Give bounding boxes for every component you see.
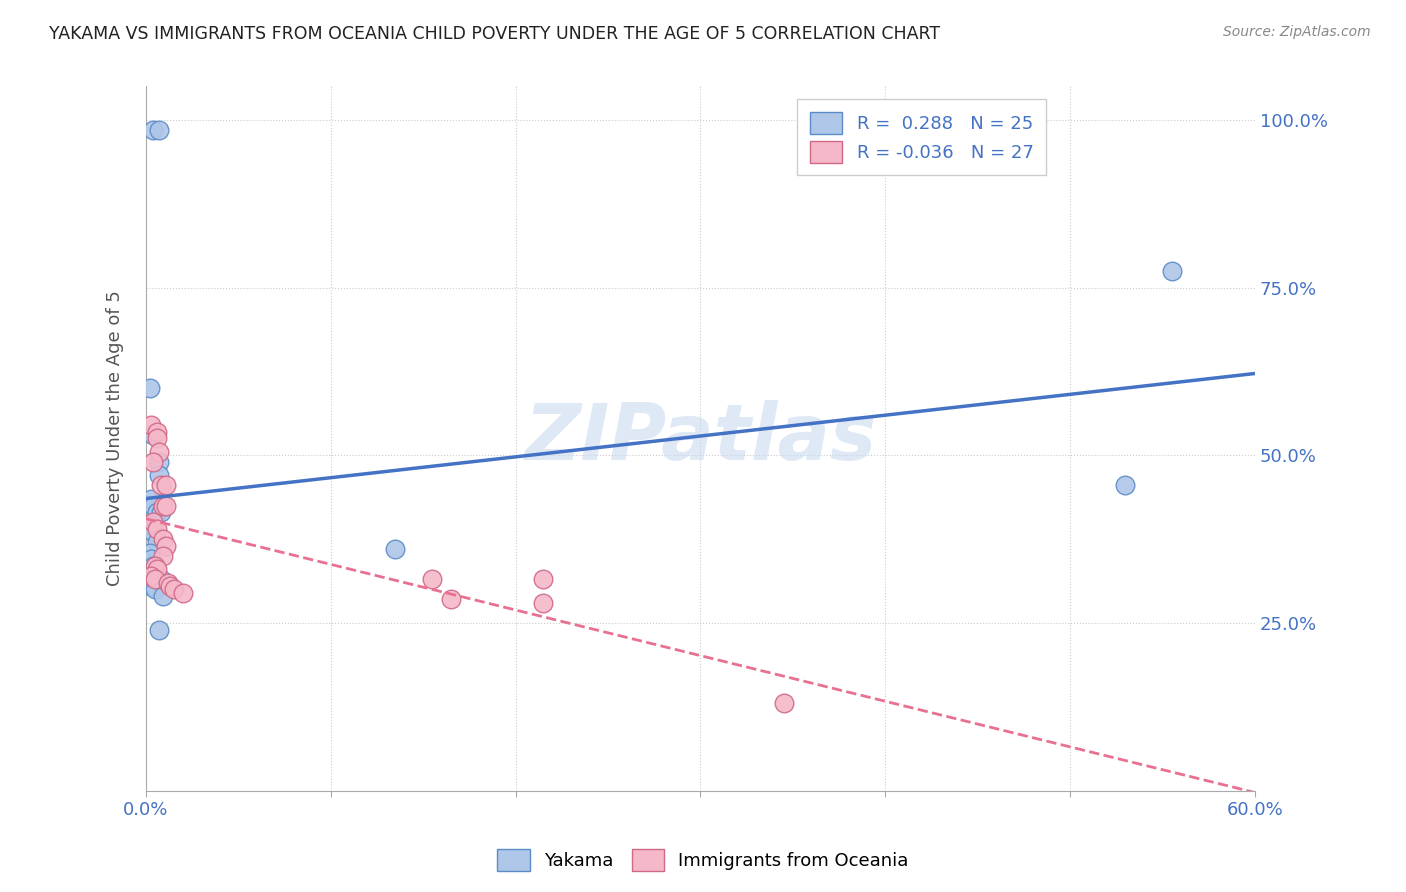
Point xyxy=(142,525,165,540)
Point xyxy=(142,123,165,137)
Text: YAKAMA VS IMMIGRANTS FROM OCEANIA CHILD POVERTY UNDER THE AGE OF 5 CORRELATION C: YAKAMA VS IMMIGRANTS FROM OCEANIA CHILD … xyxy=(49,25,941,43)
Point xyxy=(440,592,463,607)
Point xyxy=(152,549,174,563)
Point xyxy=(146,432,169,446)
Point xyxy=(148,623,170,637)
Text: Source: ZipAtlas.com: Source: ZipAtlas.com xyxy=(1223,25,1371,39)
Point xyxy=(152,499,174,513)
Point xyxy=(149,505,172,519)
Point xyxy=(141,569,163,583)
Point xyxy=(155,499,177,513)
Point xyxy=(142,455,165,469)
Point xyxy=(172,586,194,600)
Legend: Yakama, Immigrants from Oceania: Yakama, Immigrants from Oceania xyxy=(489,842,917,879)
Point xyxy=(772,697,794,711)
Point xyxy=(146,535,169,549)
Point xyxy=(138,381,160,395)
Point xyxy=(384,542,406,557)
Point xyxy=(143,558,166,573)
Point xyxy=(159,579,181,593)
Point xyxy=(148,445,170,459)
Y-axis label: Child Poverty Under the Age of 5: Child Poverty Under the Age of 5 xyxy=(107,291,124,586)
Point xyxy=(152,589,174,603)
Point xyxy=(152,532,174,546)
Point xyxy=(155,539,177,553)
Point xyxy=(141,491,163,506)
Point xyxy=(149,572,172,586)
Point xyxy=(141,579,163,593)
Point xyxy=(146,505,169,519)
Point xyxy=(163,582,186,597)
Point xyxy=(155,478,177,492)
Point xyxy=(142,428,165,442)
Point xyxy=(146,522,169,536)
Point xyxy=(148,123,170,137)
Point xyxy=(531,572,554,586)
Point xyxy=(148,455,170,469)
Point xyxy=(141,418,163,433)
Point xyxy=(138,545,160,559)
Point xyxy=(142,558,165,573)
Point xyxy=(149,478,172,492)
Point xyxy=(143,582,166,597)
Point xyxy=(141,518,163,533)
Text: ZIPatlas: ZIPatlas xyxy=(524,401,876,476)
Legend: R =  0.288   N = 25, R = -0.036   N = 27: R = 0.288 N = 25, R = -0.036 N = 27 xyxy=(797,99,1046,176)
Point xyxy=(148,468,170,483)
Point xyxy=(157,575,180,590)
Point xyxy=(141,552,163,566)
Point xyxy=(1160,264,1182,278)
Point xyxy=(142,499,165,513)
Point xyxy=(531,596,554,610)
Point xyxy=(422,572,444,586)
Point xyxy=(1114,478,1136,492)
Point xyxy=(143,566,166,580)
Point xyxy=(143,572,166,586)
Point xyxy=(142,516,165,530)
Point xyxy=(146,562,169,576)
Point xyxy=(146,425,169,439)
